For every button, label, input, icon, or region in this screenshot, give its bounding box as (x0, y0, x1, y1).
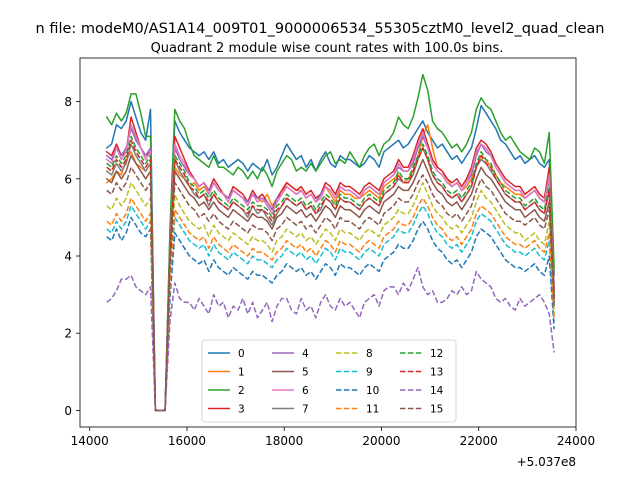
series-line-7 (105, 143, 555, 412)
series-line-12 (106, 135, 555, 412)
legend-label-14: 14 (430, 385, 444, 397)
x-tick-label: 20000 (362, 434, 400, 448)
series-line-8 (106, 181, 555, 412)
series-line-10 (106, 216, 555, 412)
legend-label-10: 10 (366, 385, 379, 397)
y-axis: 0 2 4 6 8 (64, 95, 80, 418)
legend-label-13: 13 (430, 367, 443, 379)
y-tick-label: 4 (64, 250, 72, 264)
y-tick-label: 0 (64, 404, 72, 418)
series-line-2 (105, 73, 555, 412)
x-offset-label: +5.037e8 (517, 455, 576, 469)
legend-label-4: 4 (302, 348, 309, 360)
y-tick-label: 6 (64, 172, 72, 186)
legend-label-2: 2 (238, 385, 245, 397)
legend-label-8: 8 (366, 348, 373, 360)
series-line-14 (106, 266, 555, 412)
legend-label-9: 9 (366, 367, 373, 379)
x-tick-label: 14000 (71, 434, 109, 448)
legend-label-0: 0 (238, 348, 245, 360)
y-tick-label: 8 (64, 95, 72, 109)
legend-label-15: 15 (430, 404, 443, 416)
figure-suptitle: n file: modeM0/AS1A14_009T01_9000006534_… (36, 21, 605, 37)
legend-label-12: 12 (430, 348, 443, 360)
x-tick-label: 16000 (168, 434, 206, 448)
series-line-5 (105, 154, 555, 412)
axes-frame (79, 57, 577, 428)
legend-box (201, 339, 457, 423)
x-tick-label: 18000 (265, 434, 303, 448)
series-line-15 (106, 166, 555, 412)
series-line-3 (105, 116, 555, 412)
series-line-13 (106, 139, 555, 412)
legend-label-5: 5 (302, 367, 309, 379)
legend-label-1: 1 (238, 367, 245, 379)
series-line-9 (106, 205, 555, 412)
series-layer (105, 73, 555, 412)
chart-title: Quadrant 2 module wise count rates with … (151, 41, 504, 56)
x-axis: 14000 16000 18000 20000 22000 24000 (71, 427, 595, 448)
y-tick-label: 2 (64, 327, 72, 341)
x-tick-label: 22000 (460, 434, 498, 448)
legend-label-11: 11 (366, 404, 379, 416)
legend-label-7: 7 (302, 404, 309, 416)
legend-label-6: 6 (302, 385, 309, 397)
series-line-11 (106, 197, 555, 412)
x-tick-label: 24000 (557, 434, 595, 448)
axes-spines (79, 57, 577, 428)
legend-label-3: 3 (238, 404, 245, 416)
series-line-0 (105, 100, 555, 412)
series-line-6 (105, 124, 555, 412)
